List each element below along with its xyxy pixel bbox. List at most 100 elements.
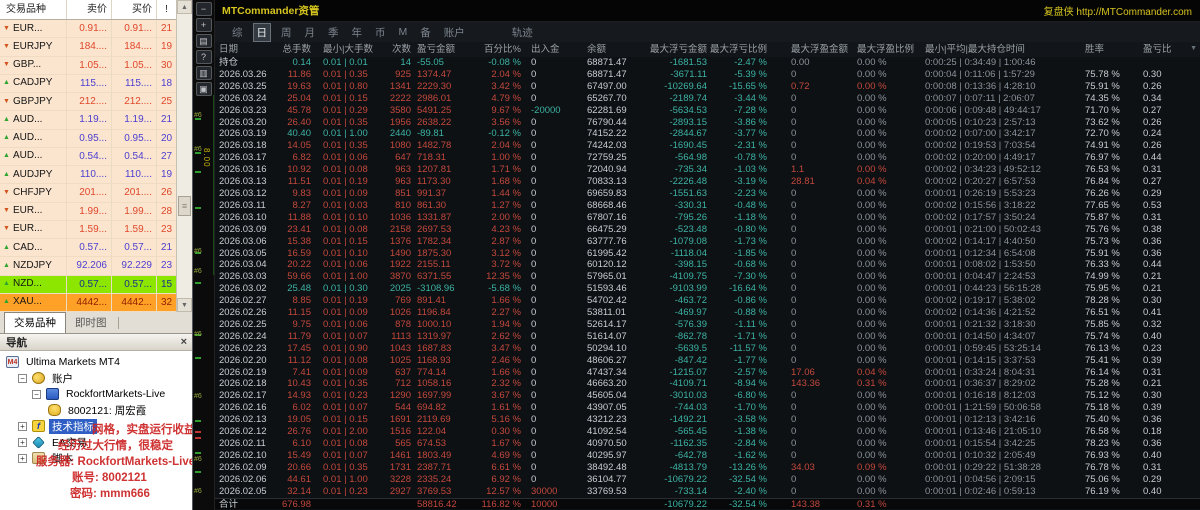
tab-month[interactable]: 月 — [304, 26, 316, 39]
scroll-down-icon[interactable]: ▼ — [177, 298, 192, 312]
scrollbar-thumb[interactable]: ≡ — [178, 196, 191, 216]
stat-row[interactable]: 2026.02.19 7.41 0.01 | 0.09 637 774.14 1.66 %… — [215, 367, 1200, 379]
expand-toggle-icon[interactable]: − — [18, 373, 27, 383]
stat-row[interactable]: 2026.03.04 20.22 0.01 | 0.06 1922 2155.11 3.7… — [215, 259, 1200, 271]
stat-row[interactable]: 2026.03.09 23.41 0.01 | 0.08 2158 2697.53 4.2… — [215, 224, 1200, 236]
stat-row[interactable]: 2026.03.03 59.66 0.01 | 1.00 3870 6371.55 12.… — [215, 271, 1200, 283]
column-header-spread[interactable]: ! — [156, 0, 176, 19]
stat-row[interactable]: 2026.02.24 11.79 0.01 | 0.07 1113 1319.97 2.6… — [215, 331, 1200, 343]
mw-row[interactable]: ▲ AUD... 1.19... 1.19... 21 — [0, 111, 176, 130]
column-header-ask[interactable]: 买价 — [111, 0, 156, 19]
stat-row[interactable]: 2026.02.13 19.05 0.01 | 0.15 1691 2119.69 5.1… — [215, 414, 1200, 426]
stat-row[interactable]: 2026.03.24 25.04 0.01 | 0.15 2222 2986.01 4.7… — [215, 93, 1200, 105]
tab-backup[interactable]: 备 — [420, 26, 431, 39]
column-header-symbol[interactable]: 交易品种 — [6, 4, 46, 15]
expand-toggle-icon[interactable]: + — [18, 453, 27, 463]
mw-row[interactable]: ▲ CAD... 0.57... 0.57... 21 — [0, 239, 176, 258]
grid-button[interactable]: ▥ — [195, 66, 212, 80]
stat-row[interactable]: 2026.03.05 16.59 0.01 | 0.10 1490 1875.30 3.1… — [215, 248, 1200, 260]
stat-row[interactable]: 2026.02.16 6.02 0.01 | 0.07 544 694.82 1.61 %… — [215, 402, 1200, 414]
expand-toggle-icon[interactable]: + — [18, 421, 27, 431]
stat-row[interactable]: 2026.03.06 15.38 0.01 | 0.15 1376 1782.34 2.8… — [215, 236, 1200, 248]
mw-row[interactable]: ▲ AUD... 0.54... 0.54... 27 — [0, 147, 176, 166]
window-button[interactable]: ▣ — [195, 82, 212, 96]
stat-total-row[interactable]: 合计 676.98 58816.42 116.82 % 10000 -10679.22 -3… — [215, 497, 1200, 510]
mw-row[interactable]: ▼ EUR... 1.59... 1.59... 23 — [0, 220, 176, 239]
help-button[interactable]: ? — [195, 50, 212, 64]
stat-row[interactable]: 2026.03.25 19.63 0.01 | 0.80 1341 2229.30 3.4… — [215, 81, 1200, 93]
stat-row[interactable]: 2026.03.26 11.86 0.01 | 0.35 925 1374.47 2.04… — [215, 69, 1200, 81]
mw-row[interactable]: ▲ NZDJPY 92.206 92.229 23 — [0, 257, 176, 276]
brand-link[interactable]: 复盘侠 http://MTCommander.com — [1043, 7, 1192, 18]
stat-row[interactable]: 2026.02.23 17.45 0.01 | 0.90 1043 1687.83 3.4… — [215, 343, 1200, 355]
mw-row[interactable]: ▼ GBP... 1.05... 1.05... 30 — [0, 56, 176, 75]
scroll-up-icon[interactable]: ▲ — [177, 0, 192, 14]
tab-currency[interactable]: 币 — [375, 26, 386, 39]
stat-row[interactable]: 2026.02.20 11.12 0.01 | 0.08 1025 1168.93 2.4… — [215, 355, 1200, 367]
mw-row[interactable]: ▲ CADJPY 115.... 115.... 18 — [0, 74, 176, 93]
stat-row[interactable]: 2026.02.11 6.10 0.01 | 0.08 565 674.53 1.67 %… — [215, 438, 1200, 450]
stat-row[interactable]: 2026.03.20 26.40 0.01 | 0.35 1956 2638.22 3.5… — [215, 117, 1200, 129]
cell-max-drawdown-pct: -0.68 % — [734, 259, 767, 271]
cell-trades: 925 — [395, 68, 411, 80]
tab-week[interactable]: 周 — [281, 26, 292, 39]
tab-summary[interactable]: 综 — [232, 26, 243, 39]
tab-m[interactable]: M — [398, 26, 408, 38]
stat-row[interactable]: 2026.03.02 25.48 0.01 | 0.30 2025 -3108.96 -5… — [215, 283, 1200, 295]
stat-row[interactable]: 2026.03.16 10.92 0.01 | 0.08 963 1207.81 1.71… — [215, 164, 1200, 176]
cell-win-rate: 75.18 % — [1085, 402, 1120, 414]
tab-symbols[interactable]: 交易品种 — [4, 312, 66, 333]
stat-row[interactable]: 2026.02.06 44.61 0.01 | 1.00 3228 2335.24 6.9… — [215, 474, 1200, 486]
cell-total-lots: 14.05 — [287, 140, 311, 152]
stat-row[interactable]: 2026.02.26 11.15 0.01 | 0.09 1026 1196.84 2.2… — [215, 307, 1200, 319]
mw-row[interactable]: ▼ GBPJPY 212.... 212.... 25 — [0, 93, 176, 112]
mw-row[interactable]: ▲ NZD... 0.57... 0.57... 15 — [0, 275, 176, 294]
stat-row[interactable]: 2026.02.09 20.66 0.01 | 0.35 1731 2387.71 6.6… — [215, 462, 1200, 474]
mw-row[interactable]: ▼ CHFJPY 201.... 201.... 26 — [0, 184, 176, 203]
stat-row[interactable]: 2026.02.05 32.14 0.01 | 0.23 2927 3769.53 12.… — [215, 486, 1200, 498]
column-header-bid[interactable]: 卖价 — [66, 0, 111, 19]
mw-row[interactable]: ▼ EUR... 0.91... 0.91... 21 — [0, 20, 176, 39]
stat-row[interactable]: 2026.03.18 14.05 0.01 | 0.35 1080 1482.78 2.0… — [215, 140, 1200, 152]
stat-row[interactable]: 2026.03.10 11.88 0.01 | 0.10 1036 1331.87 2.0… — [215, 212, 1200, 224]
stat-row[interactable]: 2026.03.11 8.27 0.01 | 0.03 810 861.30 1.27 %… — [215, 200, 1200, 212]
tab-track[interactable]: 轨迹 — [511, 26, 533, 39]
tab-year[interactable]: 年 — [351, 26, 363, 39]
stat-row[interactable]: 2026.03.23 45.78 0.01 | 0.29 3580 5491.25 9.6… — [215, 105, 1200, 117]
stat-row[interactable]: 2026.03.12 9.83 0.01 | 0.09 851 991.37 1.44 %… — [215, 188, 1200, 200]
minimize-button[interactable]: − — [195, 2, 212, 16]
stat-row[interactable]: 2026.02.27 8.85 0.01 | 0.19 769 891.41 1.66 %… — [215, 295, 1200, 307]
mw-row[interactable]: ▲ AUDJPY 110.... 110.... 19 — [0, 166, 176, 185]
tab-account[interactable]: 账户 — [443, 26, 465, 39]
tab-tick-chart[interactable]: 即时图 — [75, 317, 107, 329]
tree-item-accounts[interactable]: − 账户 — [0, 370, 192, 386]
mw-row[interactable]: ▼ EURJPY 184.... 184.... 19 — [0, 38, 176, 57]
stat-row[interactable]: 2026.02.17 14.93 0.01 | 0.23 1290 1697.99 3.6… — [215, 390, 1200, 402]
tree-item-scripts[interactable]: + 脚本 — [0, 450, 192, 466]
tree-item-account-login[interactable]: 8002121: 周宏霞 — [0, 402, 192, 418]
expand-toggle-icon[interactable]: + — [18, 437, 27, 447]
stat-row[interactable]: 2026.02.10 15.49 0.01 | 0.07 1461 1803.49 4.6… — [215, 450, 1200, 462]
tab-day[interactable]: 日 — [252, 22, 271, 42]
template-button[interactable]: ▤ — [195, 34, 212, 48]
mw-row[interactable]: ▼ EUR... 1.99... 1.99... 28 — [0, 202, 176, 221]
stat-row[interactable]: 持仓 0.14 0.01 | 0.01 14 -55.05 -0.08 % 0 68871.4… — [215, 57, 1200, 69]
tree-item-indicators[interactable]: + f 技术指标 — [0, 418, 192, 434]
expand-toggle-icon[interactable]: − — [32, 389, 41, 399]
stat-row[interactable]: 2026.02.12 26.76 0.01 | 2.00 1516 122.04 0.30… — [215, 426, 1200, 438]
stat-row[interactable]: 2026.02.18 10.43 0.01 | 0.35 712 1058.16 2.32… — [215, 378, 1200, 390]
tree-item-terminal[interactable]: M4 Ultima Markets MT4 — [0, 354, 192, 370]
stat-row[interactable]: 2026.02.25 9.75 0.01 | 0.06 878 1000.10 1.94 … — [215, 319, 1200, 331]
stat-row[interactable]: 2026.03.19 40.40 0.01 | 1.00 2440 -89.81 -0.1… — [215, 128, 1200, 140]
cell-pnl: 5491.25 — [417, 104, 452, 116]
tree-item-ea[interactable]: + EA交易 — [0, 434, 192, 450]
mw-row[interactable]: ▲ AUD... 0.95... 0.95... 20 — [0, 129, 176, 148]
close-icon[interactable]: × — [180, 336, 187, 348]
stat-row[interactable]: 2026.03.13 11.51 0.01 | 0.19 963 1173.30 1.68… — [215, 176, 1200, 188]
tab-quarter[interactable]: 季 — [328, 26, 339, 39]
pan-button[interactable]: + — [195, 18, 212, 32]
mw-row[interactable]: ▲ XAU... 4442... 4442... 32 — [0, 293, 176, 312]
stat-row[interactable]: 2026.03.17 6.82 0.01 | 0.06 647 718.31 1.00 %… — [215, 152, 1200, 164]
market-watch-scrollbar[interactable]: ▲ ≡ ▼ — [176, 0, 192, 312]
tree-item-server[interactable]: − RockfortMarkets-Live — [0, 386, 192, 402]
